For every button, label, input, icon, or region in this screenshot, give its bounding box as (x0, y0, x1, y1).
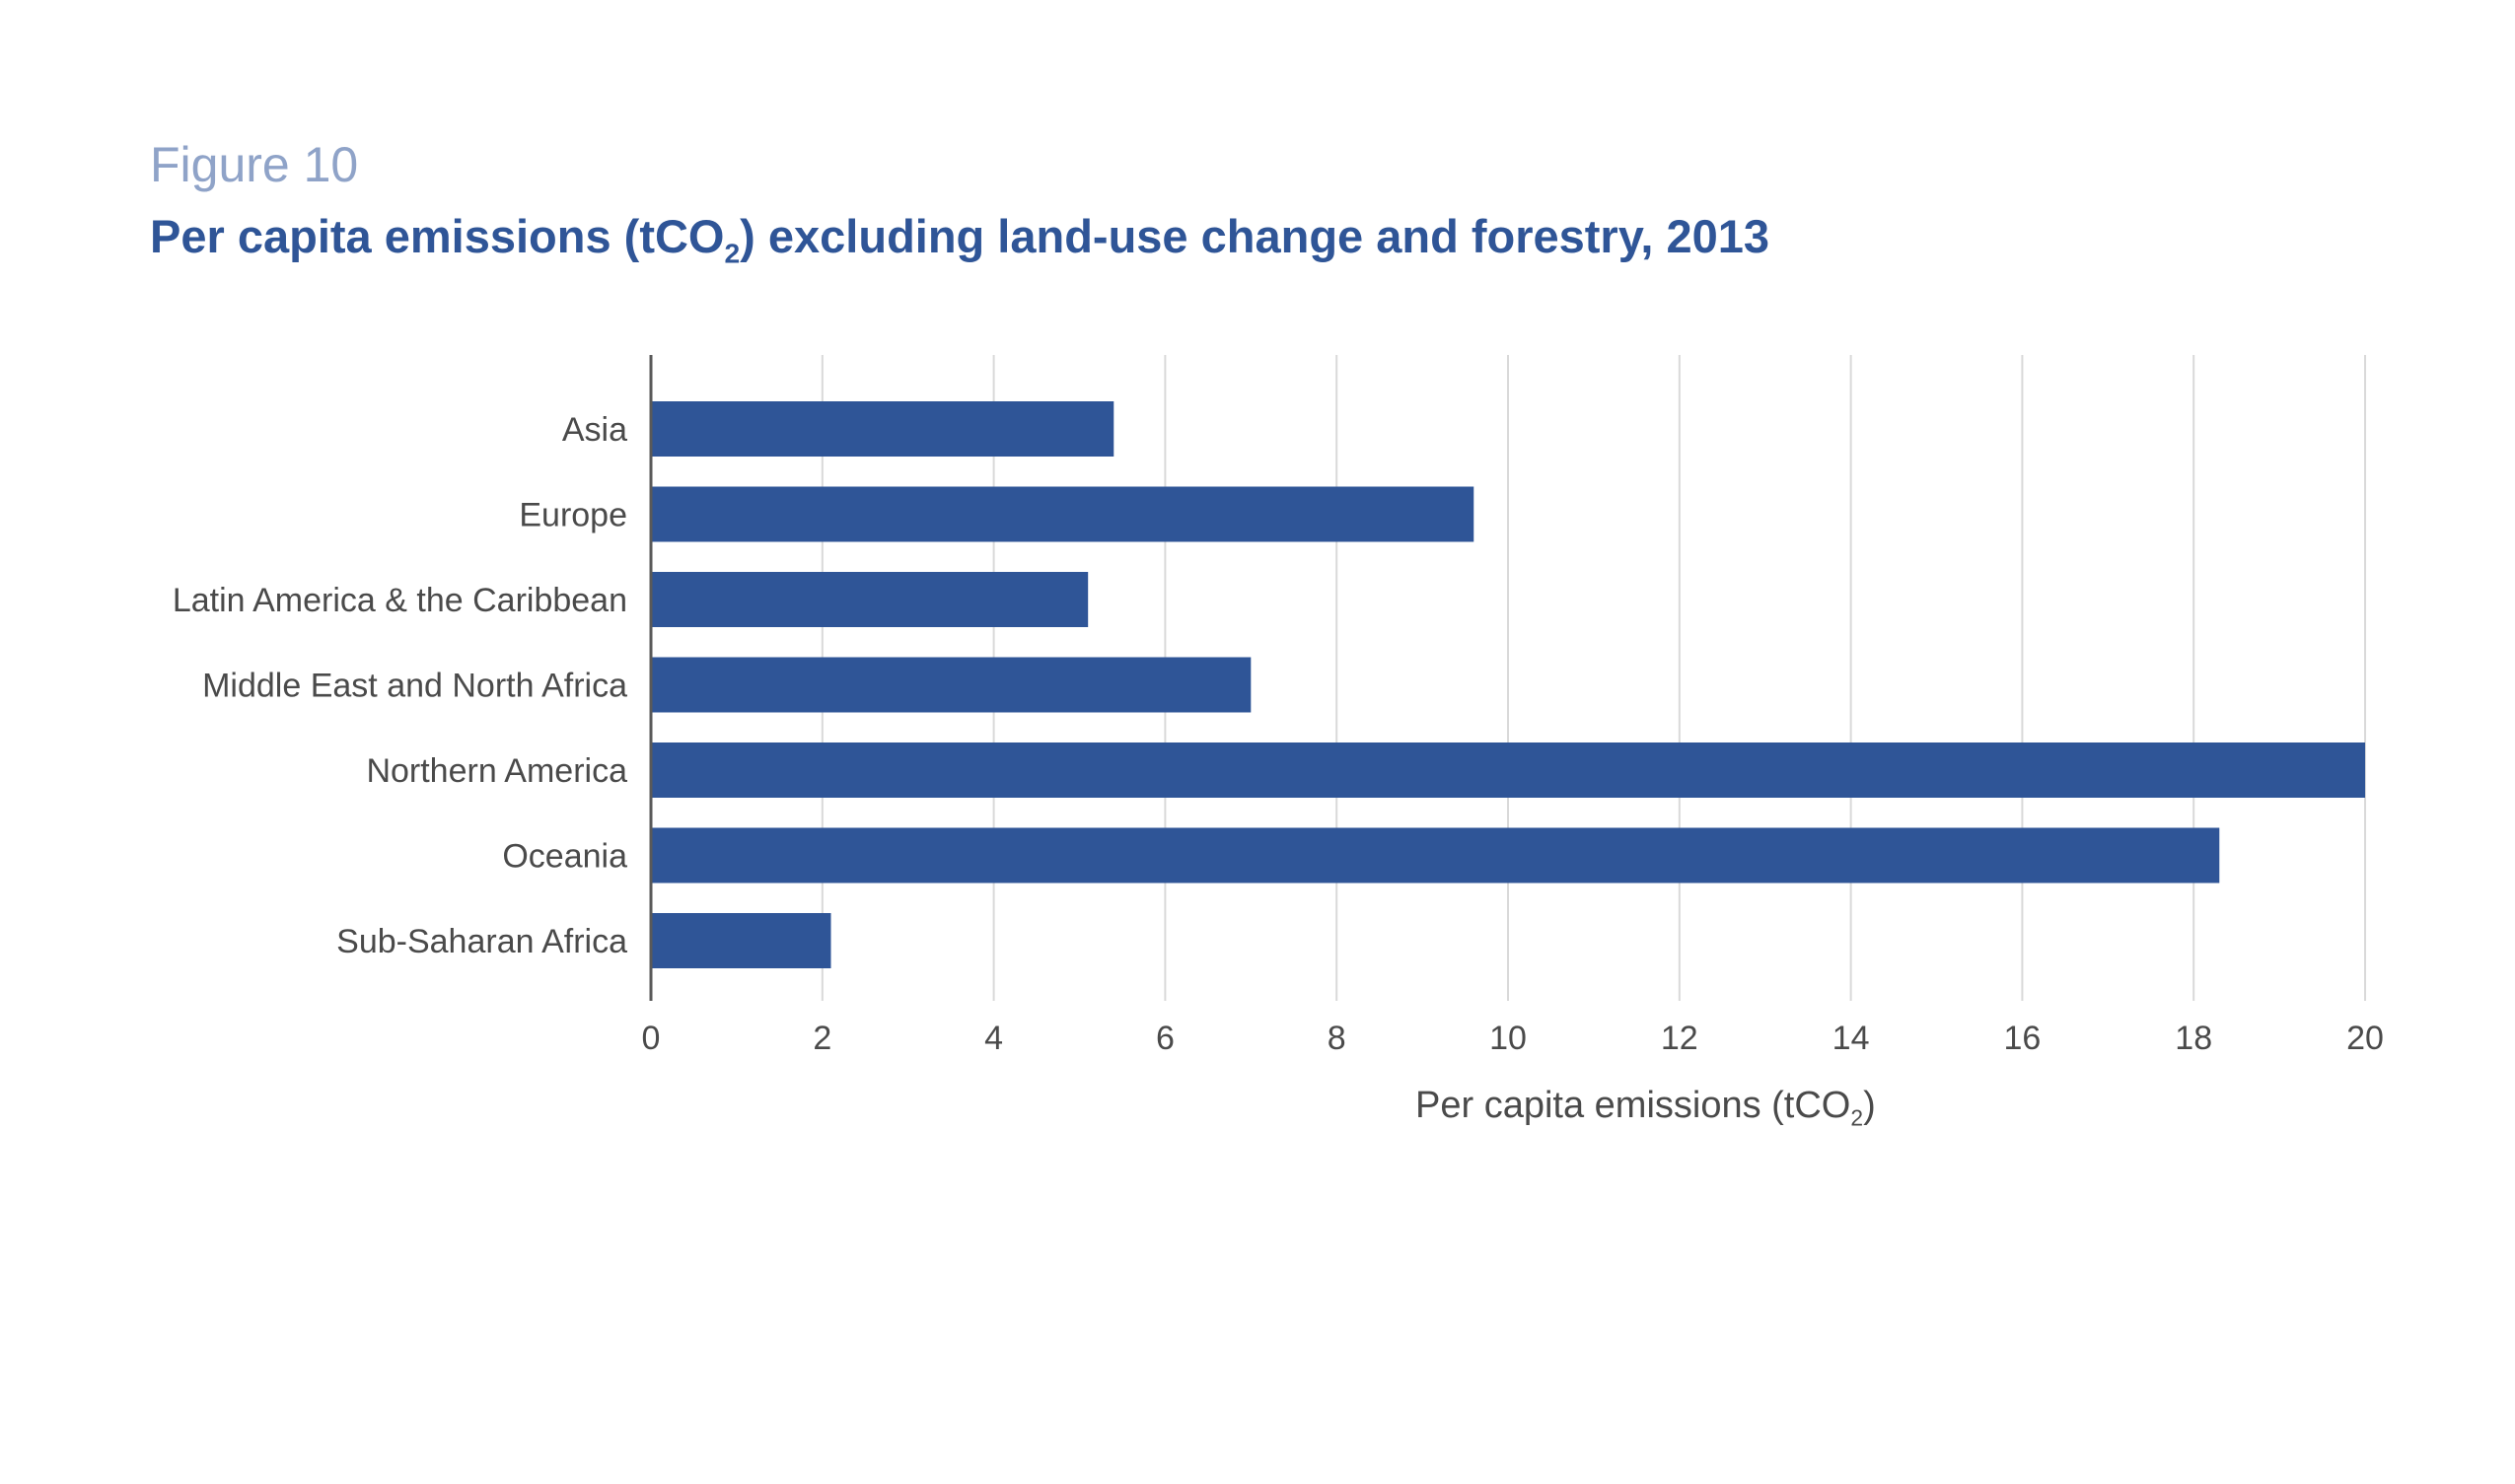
x-tick-label: 2 (813, 1020, 831, 1057)
x-tick-label: 4 (984, 1020, 1003, 1057)
bar (651, 572, 1089, 627)
bar (651, 657, 1252, 713)
category-label: Europe (519, 497, 627, 534)
bar (651, 913, 831, 968)
x-axis-label: Per capita emissions (tCO2) (1415, 1085, 1876, 1132)
x-tick-label: 18 (2175, 1020, 2212, 1057)
x-tick-label: 6 (1156, 1020, 1175, 1057)
x-tick-label: 0 (642, 1020, 661, 1057)
x-tick-label: 16 (2003, 1020, 2041, 1057)
figure-label: Figure 10 (150, 137, 359, 192)
bar (651, 486, 1474, 542)
tick-labels: 0 2 4 6 8 10 12 14 16 18 20 (642, 1020, 2384, 1057)
x-tick-label: 12 (1661, 1020, 1698, 1057)
x-axis-label-prefix: Per capita emissions (tCO (1415, 1085, 1851, 1126)
bar (651, 827, 2220, 883)
x-tick-label: 20 (2346, 1020, 2384, 1057)
category-label: Asia (562, 411, 627, 449)
category-labels: Asia Europe Latin America & the Caribbean M… (173, 411, 627, 960)
chart-title-prefix: Per capita emissions (tCO (150, 210, 725, 262)
x-axis-label-subscript: 2 (1850, 1104, 1864, 1131)
x-tick-label: 14 (1832, 1020, 1870, 1057)
x-tick-label: 8 (1328, 1020, 1346, 1057)
category-label: Latin America & the Caribbean (173, 582, 627, 619)
category-label: Oceania (502, 838, 627, 876)
chart-title-subscript: 2 (724, 237, 741, 269)
chart-title: Per capita emissions (tCO2) excluding la… (150, 209, 1769, 269)
category-label: Sub-Saharan Africa (336, 923, 627, 960)
category-label: Middle East and North Africa (202, 668, 627, 705)
bar (651, 742, 2365, 798)
bar (651, 401, 1114, 457)
x-tick-label: 10 (1489, 1020, 1527, 1057)
category-label: Northern America (366, 752, 627, 790)
bars (651, 401, 2365, 968)
x-axis-label-suffix: ) (1863, 1085, 1876, 1126)
chart-title-suffix: ) excluding land-use change and forestry… (740, 210, 1770, 262)
